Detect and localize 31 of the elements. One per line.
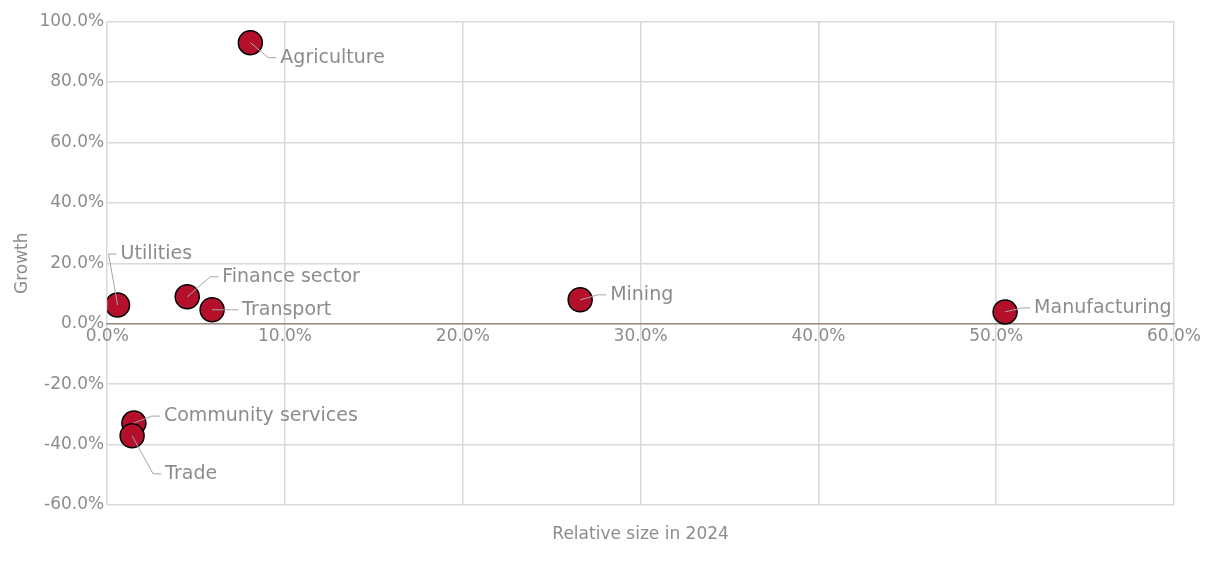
- annotation: Mining: [610, 281, 674, 304]
- x-tick-label: 60.0%: [1146, 325, 1202, 346]
- annotation: Community services: [163, 403, 358, 426]
- annotation: Trade: [164, 460, 218, 483]
- y-tick-label: 100.0%: [39, 9, 105, 30]
- point: [992, 299, 1018, 325]
- point: [107, 292, 131, 318]
- point: [237, 29, 264, 56]
- y-tick-label: 20.0%: [50, 251, 105, 272]
- point: [119, 423, 145, 449]
- x-tick-label: 20.0%: [435, 325, 490, 346]
- y-tick-label: -40.0%: [44, 432, 105, 453]
- x-tick-label: 50.0%: [969, 325, 1024, 346]
- x-tick-label: 40.0%: [791, 325, 846, 346]
- x-tick-label: 10.0%: [258, 325, 313, 346]
- x-axis-title: Relative size in 2024: [552, 523, 729, 544]
- y-tick-label: 60.0%: [50, 130, 105, 151]
- y-tick-label: 40.0%: [50, 191, 105, 212]
- y-tick-label: 80.0%: [50, 70, 105, 91]
- y-tick-label: -60.0%: [44, 493, 105, 514]
- annotation: Manufacturing: [1034, 294, 1172, 317]
- annotation: Finance sector: [222, 263, 361, 286]
- point: [567, 287, 593, 313]
- point: [174, 284, 200, 310]
- y-axis-title: Growth: [10, 232, 31, 295]
- annotation: Transport: [241, 296, 332, 319]
- annotation: Utilities: [120, 240, 193, 263]
- y-tick-label: -20.0%: [44, 372, 105, 393]
- x-tick-label: 30.0%: [613, 325, 668, 346]
- annotation: Agriculture: [280, 44, 385, 67]
- point: [199, 297, 225, 323]
